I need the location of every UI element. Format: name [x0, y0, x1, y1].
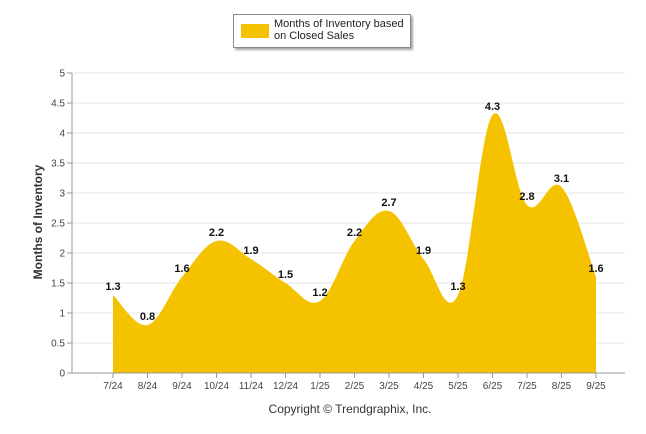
y-tick-label: 1.5	[51, 279, 65, 290]
data-label: 1.6	[588, 263, 603, 275]
series-area	[113, 113, 596, 374]
x-tick-label: 9/24	[172, 381, 192, 392]
data-label: 2.2	[347, 227, 362, 239]
chart-legend: Months of Inventory based on Closed Sale…	[233, 14, 411, 48]
x-tick-label: 1/25	[310, 381, 330, 392]
data-label: 1.2	[312, 287, 327, 299]
x-tick-label: 7/24	[103, 381, 123, 392]
x-tick-label: 12/24	[273, 381, 298, 392]
data-label: 2.7	[381, 197, 396, 209]
data-label: 0.8	[140, 311, 155, 323]
data-label: 1.3	[105, 281, 120, 293]
area-series	[113, 113, 596, 374]
y-tick-label: 4.5	[51, 99, 65, 110]
x-axis-ticks: 7/24 8/24 9/24 10/24 11/24 12/24 1/25 2/25 3/25 4…	[103, 373, 606, 392]
x-tick-label: 4/25	[414, 381, 434, 392]
data-label: 2.8	[519, 191, 534, 203]
x-tick-label: 2/25	[345, 381, 365, 392]
y-tick-label: 1	[59, 309, 65, 320]
x-tick-label: 6/25	[483, 381, 503, 392]
y-tick-label: 0.5	[51, 339, 65, 350]
x-tick-label: 11/24	[239, 381, 264, 392]
y-tick-label: 3	[59, 189, 65, 200]
y-tick-label: 3.5	[51, 159, 65, 170]
x-tick-label: 7/25	[517, 381, 537, 392]
data-labels: 1.3 0.8 1.6 2.2 1.9 1.5 1.2 2.2 2.7 1.9 1.3 4.3 2.8 3…	[105, 101, 603, 323]
y-tick-label: 0	[59, 369, 65, 380]
y-tick-label: 2	[59, 249, 65, 260]
legend-swatch	[241, 24, 269, 38]
y-axis-title: Months of Inventory	[31, 164, 45, 279]
legend-label: Months of Inventory based on Closed Sale…	[274, 18, 404, 42]
data-label: 2.2	[209, 227, 224, 239]
data-label: 1.9	[416, 245, 431, 257]
x-tick-label: 10/24	[204, 381, 229, 392]
y-tick-label: 2.5	[51, 219, 65, 230]
copyright-text: Copyright © Trendgraphix, Inc.	[268, 402, 432, 416]
y-tick-label: 4	[59, 129, 65, 140]
data-label: 1.6	[174, 263, 189, 275]
x-tick-label: 8/24	[138, 381, 158, 392]
y-axis-ticks: 0 0.5 1 1.5 2 2.5 3 3.5 4 4.5 5	[51, 69, 72, 380]
data-label: 1.5	[278, 269, 293, 281]
y-tick-label: 5	[59, 69, 65, 80]
x-tick-label: 5/25	[448, 381, 468, 392]
data-label: 1.9	[243, 245, 258, 257]
x-tick-label: 9/25	[586, 381, 606, 392]
data-label: 4.3	[485, 101, 500, 113]
x-tick-label: 3/25	[379, 381, 399, 392]
x-tick-label: 8/25	[552, 381, 572, 392]
data-label: 3.1	[554, 173, 569, 185]
data-label: 1.3	[450, 281, 465, 293]
